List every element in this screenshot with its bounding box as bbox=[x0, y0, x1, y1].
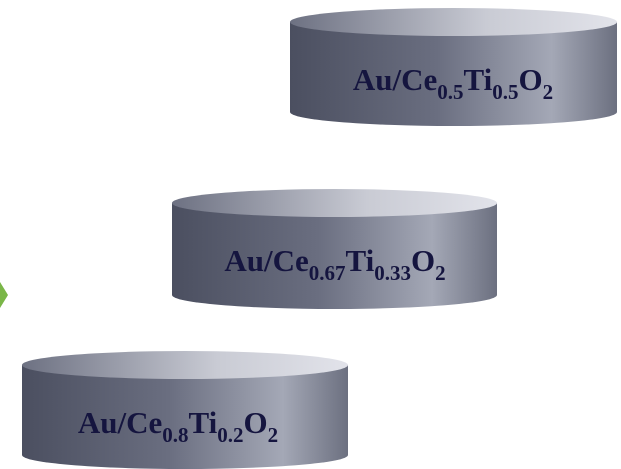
subscript: 2 bbox=[543, 80, 554, 104]
label-text: Ti bbox=[346, 243, 375, 278]
subscript: 0.8 bbox=[162, 423, 188, 447]
cylinder-top bbox=[22, 351, 348, 379]
cylinder-body bbox=[172, 203, 497, 309]
cylinder-top bbox=[172, 189, 497, 217]
label-text: O bbox=[244, 405, 268, 440]
subscript: 0.33 bbox=[374, 261, 411, 285]
cylinder-body bbox=[290, 22, 617, 126]
subscript: 0.67 bbox=[309, 261, 346, 285]
arrow bbox=[0, 282, 8, 308]
label-text: O bbox=[519, 62, 543, 97]
diagram: Au/Ce0.5Ti0.5O2Au/Ce0.67Ti0.33O2Au/Ce0.8… bbox=[0, 0, 621, 469]
cylinder-body bbox=[22, 365, 348, 469]
subscript: 2 bbox=[268, 423, 279, 447]
label-text: Ti bbox=[189, 405, 218, 440]
subscript: 0.5 bbox=[437, 80, 463, 104]
label-text: Au/Ce bbox=[224, 243, 308, 278]
subscript: 0.2 bbox=[217, 423, 243, 447]
subscript: 0.5 bbox=[492, 80, 518, 104]
cylinders: Au/Ce0.5Ti0.5O2Au/Ce0.67Ti0.33O2Au/Ce0.8… bbox=[22, 8, 617, 469]
cylinder-top bbox=[290, 8, 617, 36]
label-text: Ti bbox=[464, 62, 493, 97]
label-text: Au/Ce bbox=[353, 62, 437, 97]
label-text: O bbox=[411, 243, 435, 278]
label-text: Au/Ce bbox=[78, 405, 162, 440]
subscript: 2 bbox=[435, 261, 446, 285]
